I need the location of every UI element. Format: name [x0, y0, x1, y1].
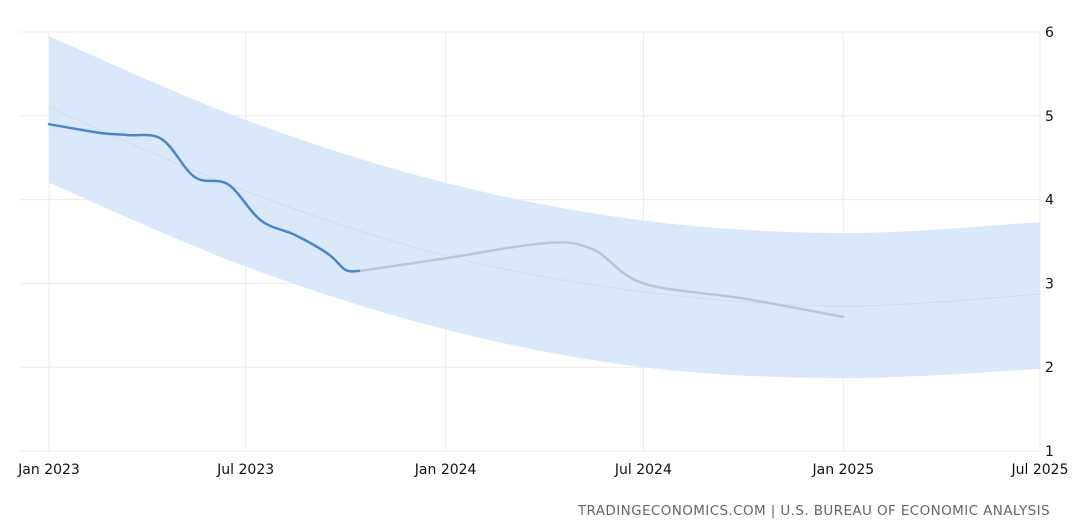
x-tick-label: Jan 2024 — [414, 462, 477, 478]
x-tick-label: Jan 2025 — [811, 462, 874, 478]
y-tick-label: 2 — [1045, 360, 1054, 376]
y-tick-label: 3 — [1045, 276, 1054, 292]
y-tick-label: 6 — [1045, 25, 1054, 41]
y-axis-tick-labels: 1 2 3 4 5 6 — [1045, 25, 1054, 460]
source-attribution: TRADINGECONOMICS.COM | U.S. BUREAU OF EC… — [577, 503, 1050, 519]
y-tick-label: 4 — [1045, 193, 1054, 209]
x-axis-tick-labels: Jan 2023 Jul 2023 Jan 2024 Jul 2024 Jan 2025… — [17, 462, 1068, 478]
x-tick-label: Jul 2025 — [1011, 462, 1069, 478]
forecast-series-line — [359, 241, 845, 319]
y-tick-label: 1 — [1045, 444, 1054, 460]
y-tick-label: 5 — [1045, 109, 1054, 125]
confidence-band — [49, 36, 1040, 379]
actual-series-line — [47, 122, 363, 273]
x-tick-label: Jul 2024 — [614, 462, 672, 478]
x-tick-label: Jan 2023 — [17, 462, 80, 478]
x-tick-label: Jul 2023 — [216, 462, 274, 478]
